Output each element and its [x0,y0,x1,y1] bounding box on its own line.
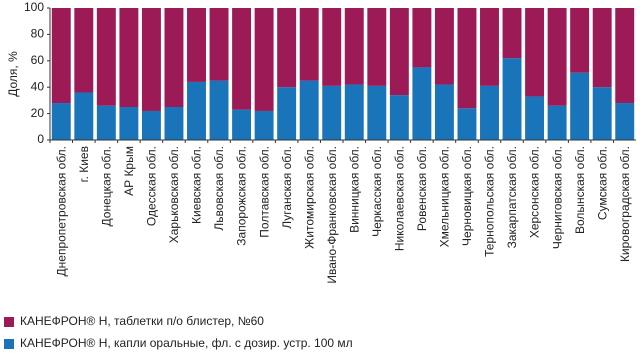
bar-segment [232,109,252,140]
bar-segment [480,85,499,140]
bar-segment [164,107,184,140]
bar-segment [592,87,612,140]
bar-segment [547,8,567,106]
x-tick-label: Ивано-Франковская обл. [325,146,339,284]
y-tick-label: 60 [31,53,45,67]
bar-segment [434,8,454,85]
bar-segment [119,8,139,107]
bar-segment [344,84,364,140]
bar-segment [299,8,319,81]
y-tick-label: 100 [24,0,44,14]
x-tick-label: Кировоградская обл. [618,146,632,262]
x-tick-label: г. Киев [77,146,91,182]
y-tick-label: 80 [31,27,45,41]
bar-segment [187,81,206,140]
bar-segment [547,105,567,140]
x-tick-label: Николаевская обл. [393,146,407,251]
bar-segment [322,85,342,140]
bar-segment [232,8,252,110]
bar-segment [570,72,590,140]
bar-segment [164,8,184,107]
bar-segment [187,8,206,82]
bar-segment [344,8,364,85]
legend-label: КАНЕФРОН® Н, капли оральные, фл. с дозир… [20,336,353,350]
y-tick-label: 20 [31,106,45,120]
bar-segment [96,8,116,106]
x-tick-label: Днепропетровская обл. [54,146,68,277]
x-tick-label: Винницкая обл. [347,146,361,233]
bar-segment [367,85,387,140]
bar-segment [434,84,454,140]
x-tick-label: Полтавская обл. [257,146,271,238]
bar-segment [480,8,499,86]
x-tick-label: Закарпатская обл. [505,146,519,248]
bar-segment [299,80,319,140]
bar-segment [119,107,139,140]
bar-segment [525,8,545,97]
x-tick-label: Сумская обл. [595,146,609,220]
y-tick-label: 40 [31,79,45,93]
bar-segment [209,8,229,81]
bar-segment [367,8,387,86]
x-tick-label: Черкасская обл. [370,146,384,237]
bar-segment [51,8,71,104]
bar-segment [209,80,229,140]
bar-segment [254,8,274,111]
x-tick-label: Черниговская обл. [550,146,564,249]
bar-segment [412,67,432,140]
bar-segment [525,96,545,140]
bar-segment [615,103,635,140]
y-axis-label: Доля, % [6,51,20,97]
x-tick-label: Житомирская обл. [302,146,316,249]
x-tick-label: Хмельницкая обл. [438,146,452,247]
bar-segment [96,105,116,140]
bar-segment [141,110,161,140]
x-tick-label: Запорожская обл. [235,146,249,246]
bar-segment [141,8,161,111]
bar-segment [502,58,522,140]
bar-segment [412,8,432,68]
x-tick-label: Киевская обл. [190,146,204,224]
x-tick-label: Львовская обл. [212,146,226,231]
x-tick-label: Донецкая обл. [100,146,114,226]
bar-segment [457,8,477,109]
x-tick-label: Луганская обл. [280,146,294,229]
bar-segment [389,95,409,140]
legend-swatch [4,317,14,327]
bar-segment [570,8,590,73]
legend-swatch [4,339,14,349]
bar-segment [592,8,612,88]
x-tick-label: АР Крым [122,146,136,196]
x-tick-label: Волынская обл. [573,146,587,234]
x-tick-label: Харьковская обл. [167,146,181,243]
bar-segment [277,8,297,88]
bar-segment [322,8,342,86]
bar-segment [615,8,635,104]
bar-segment [51,103,71,140]
bar-segment [457,108,477,140]
bar-segment [389,8,409,96]
bar-segment [502,8,522,59]
x-tick-label: Ровенская обл. [415,146,429,231]
x-tick-label: Черновицкая обл. [460,146,474,246]
x-tick-label: Тернопольская обл. [483,146,497,257]
legend-label: КАНЕФРОН® Н, таблетки п/о блистер, №60 [20,314,264,328]
y-tick-label: 0 [37,132,44,146]
bar-segment [74,8,94,93]
bar-segment [277,87,297,140]
x-tick-label: Херсонская обл. [528,146,542,238]
bar-segment [74,92,94,140]
x-tick-label: Одесская обл. [145,146,159,226]
bar-segment [254,110,274,140]
